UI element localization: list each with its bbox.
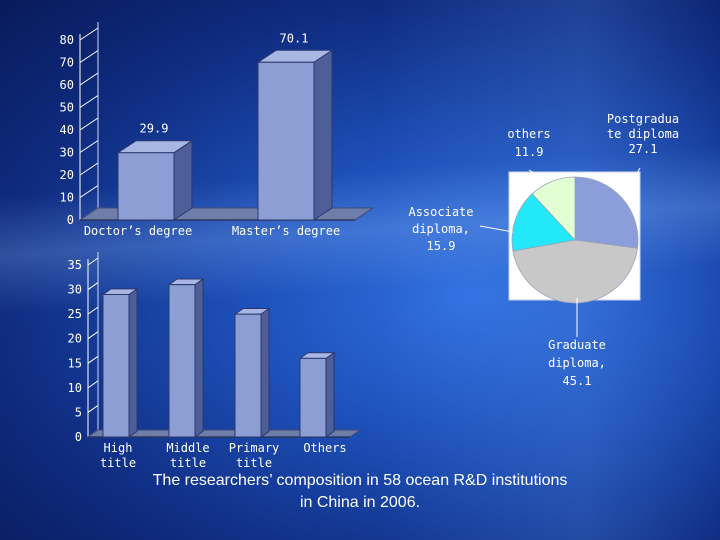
y-tick-label: 10	[68, 381, 82, 395]
bar-side	[173, 139, 193, 221]
y-tick-mark	[79, 117, 99, 131]
y-tick-mark	[79, 185, 99, 198]
y-tick-label: 30	[68, 283, 82, 297]
pie-slice-label: Postgradua	[607, 112, 679, 126]
y-tick-label: 60	[60, 78, 74, 92]
bar	[257, 61, 315, 221]
bar	[299, 357, 327, 438]
x-category-label: title	[100, 456, 136, 470]
x-category-label: Primary	[229, 441, 280, 455]
bar-side	[194, 278, 204, 438]
y-tick-label: 30	[60, 146, 74, 160]
pie-leader-line	[528, 169, 549, 182]
y-tick-mark	[87, 282, 99, 290]
pie-slice-label: diploma,	[412, 222, 470, 236]
y-tick-mark	[87, 380, 99, 389]
bar	[234, 313, 262, 438]
pie-leader-line	[479, 225, 514, 233]
pie-slice	[531, 176, 576, 242]
bar-value-label: 70.1	[280, 31, 309, 45]
pie-slice-label: Associate	[408, 205, 473, 219]
slide-caption: The researchers’ composition in 58 ocean…	[0, 470, 720, 514]
y-tick-mark	[87, 355, 99, 364]
y-tick-mark	[79, 50, 99, 63]
bar-side	[313, 49, 333, 221]
chart-degree-bars: 0 10 20 30 40 50 60 70 80 29.9 Doctor’s degree 70.1…	[60, 22, 375, 238]
y-tick-mark	[79, 95, 99, 108]
bar-side	[128, 287, 138, 438]
bar-value-label: 29.9	[140, 122, 169, 136]
pie-leader-line	[625, 167, 641, 193]
pie-slice-label: te diploma	[607, 127, 679, 141]
pie-slice-label: Graduate	[548, 338, 606, 352]
y-tick-mark	[79, 162, 99, 176]
y-tick-label: 35	[68, 258, 82, 272]
y-tick-mark	[79, 27, 99, 41]
pie-slice	[574, 176, 639, 249]
y-tick-label: 50	[60, 101, 74, 115]
y-tick-label: 10	[60, 191, 74, 205]
bar	[168, 284, 196, 438]
bar-side	[260, 307, 270, 438]
pie-slice-label: others	[507, 127, 550, 141]
pie-slice-label: 27.1	[629, 142, 658, 156]
x-category-label: title	[236, 456, 272, 470]
y-tick-label: 0	[75, 430, 82, 444]
bar	[117, 152, 175, 221]
y-tick-mark	[87, 331, 99, 340]
y-tick-label: 80	[60, 33, 74, 47]
x-category-label: title	[170, 456, 206, 470]
pie-slice	[512, 239, 638, 304]
y-tick-label: 20	[68, 332, 82, 346]
pie-slice-label: 11.9	[515, 145, 544, 159]
pie-slice-label: diploma,	[548, 356, 606, 370]
y-tick-label: 0	[67, 213, 74, 227]
x-category-label: High	[104, 441, 133, 455]
y-tick-label: 15	[68, 356, 82, 370]
x-category-label: Master’s degree	[232, 224, 340, 238]
y-tick-mark	[79, 72, 99, 86]
y-tick-mark	[87, 405, 99, 413]
bar-side	[325, 351, 335, 438]
bar	[102, 293, 130, 438]
pie-slice-label: 15.9	[427, 239, 456, 253]
y-tick-mark	[87, 257, 99, 266]
x-category-label: Others	[303, 441, 346, 455]
pie-slice	[511, 193, 576, 252]
y-tick-label: 5	[75, 405, 82, 419]
x-category-label: Middle	[166, 441, 209, 455]
y-tick-mark	[87, 306, 99, 315]
chart-title-bars: 05101520253035HightitleMiddletitlePrimar…	[68, 252, 362, 470]
caption-line-1: The researchers’ composition in 58 ocean…	[152, 472, 568, 489]
caption-line-2: in China in 2006.	[299, 494, 421, 511]
y-tick-label: 40	[60, 123, 74, 137]
y-tick-label: 25	[68, 307, 82, 321]
x-category-label: Doctor’s degree	[84, 224, 192, 238]
pie-slice-label: 45.1	[563, 374, 592, 388]
y-tick-mark	[79, 140, 99, 153]
y-tick-label: 70	[60, 56, 74, 70]
y-tick-label: 20	[60, 168, 74, 182]
